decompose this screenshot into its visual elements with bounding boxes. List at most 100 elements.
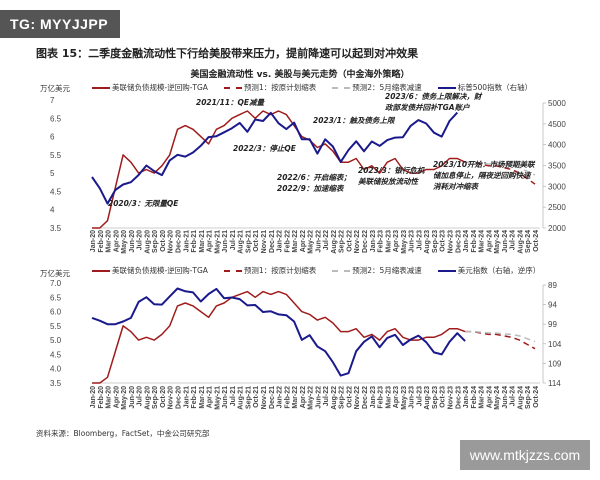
- bottom-legend: 美联储负债规模-逆回购-TGA 预测1：按原计划缩表 预测2：5月缩表减速 美元…: [92, 265, 540, 276]
- x-tick-label: Aug-24: [517, 230, 524, 254]
- x-tick-label: Mar-20: [106, 386, 113, 409]
- left-y-tick-label: 6.0: [50, 308, 62, 317]
- x-tick-label: Apr-21: [207, 386, 214, 408]
- x-tick-label: Jun-22: [315, 386, 322, 409]
- x-tick-label: Sep-23: [432, 386, 439, 409]
- annotation: 2023/1：触及债务上限: [313, 116, 395, 125]
- annotation: 储加息停止，隔夜逆回购快速: [433, 171, 531, 180]
- left-y-tick-label: 4.5: [50, 350, 62, 359]
- x-tick-label: Aug-23: [424, 386, 431, 410]
- legend-item: 预测1：按原计划缩表: [223, 265, 316, 276]
- legend-item: 预测1：按原计划缩表: [223, 82, 316, 93]
- x-tick-label: May-20: [121, 386, 128, 410]
- series-line-left-axis-2: [465, 161, 536, 176]
- series-line-right-axis-3: [91, 287, 466, 377]
- annotation: 美联储投放流动性: [358, 177, 418, 186]
- x-tick-label: Feb-23: [378, 230, 385, 253]
- x-tick-label: Aug-24: [517, 386, 524, 410]
- annotation: 2023/3：银行危机: [358, 166, 425, 175]
- x-tick-label: Jan-24: [463, 386, 470, 408]
- x-tick-label: Jan-22: [277, 386, 284, 408]
- x-tick-label: Apr-22: [300, 386, 307, 408]
- x-tick-label: May-22: [308, 386, 315, 410]
- x-tick-label: Feb-24: [471, 230, 478, 253]
- x-tick-label: Jun-24: [502, 386, 509, 409]
- x-tick-label: Sep-23: [432, 230, 439, 253]
- x-tick-label: Feb-23: [378, 386, 385, 409]
- x-tick-label: Oct-20: [160, 386, 167, 408]
- site-watermark: www.mtkjzzs.com: [460, 440, 590, 470]
- x-tick-label: Nov-21: [261, 386, 268, 409]
- annotation: 2022/6：开启缩表；: [277, 173, 351, 182]
- source-note: 资料来源：Bloomberg，FactSet，中金公司研究部: [36, 429, 210, 438]
- x-tick-label: Apr-20: [113, 386, 120, 408]
- x-tick-label: Mar-21: [199, 386, 206, 409]
- legend-item: 预测2：5月缩表减速: [332, 265, 422, 276]
- x-tick-label: Oct-23: [440, 386, 447, 408]
- x-tick-label: Apr-24: [486, 386, 493, 408]
- x-tick-label: Mar-21: [199, 230, 206, 253]
- x-tick-label: Aug-21: [238, 230, 245, 254]
- x-tick-label: Dec-20: [175, 386, 182, 409]
- x-tick-label: Jul-21: [230, 386, 237, 406]
- x-tick-label: Aug-20: [144, 230, 151, 254]
- x-tick-label: Dec-23: [455, 386, 462, 409]
- x-tick-label: Feb-20: [98, 230, 105, 253]
- x-tick-label: Mar-23: [385, 230, 392, 253]
- x-tick-label: Mar-22: [292, 230, 299, 253]
- x-tick-label: Dec-21: [269, 230, 276, 253]
- x-tick-label: Aug-22: [331, 386, 338, 410]
- left-y-tick-label: 5.5: [50, 322, 62, 331]
- x-tick-label: Apr-22: [300, 230, 307, 252]
- x-tick-label: Dec-20: [175, 230, 182, 253]
- x-tick-label: Nov-22: [354, 230, 361, 253]
- left-y-tick-label: 6: [50, 133, 55, 142]
- x-tick-label: Sep-24: [525, 386, 532, 409]
- x-tick-label: Aug-23: [424, 230, 431, 254]
- annotation: 2021/11：QE减量: [196, 98, 265, 107]
- right-y-tick-label: 2000: [548, 224, 566, 233]
- x-tick-label: May-21: [214, 386, 221, 410]
- left-y-tick-label: 4.0: [50, 365, 62, 374]
- series-line-left-axis-0: [92, 110, 466, 229]
- annotation: 2023/10开始：市场预期美联: [433, 160, 535, 169]
- x-tick-label: Sep-20: [152, 230, 159, 253]
- x-tick-label: Dec-22: [362, 230, 369, 253]
- annotation: 2022/9：加速缩表: [277, 184, 344, 193]
- left-y-tick-label: 7.0: [50, 279, 62, 288]
- x-tick-label: Dec-22: [362, 386, 369, 409]
- x-tick-label: Apr-23: [393, 386, 400, 408]
- x-tick-label: Sep-22: [339, 230, 346, 253]
- legend-item: 美元指数（右轴，逆序）: [437, 265, 540, 276]
- legend-item: 预测2：5月缩表减速: [332, 82, 422, 93]
- x-tick-label: Oct-20: [160, 230, 167, 252]
- x-tick-label: Apr-24: [486, 230, 493, 252]
- x-tick-label: Jul-22: [323, 386, 330, 406]
- x-tick-label: Nov-20: [168, 230, 175, 253]
- x-tick-label: Nov-22: [354, 386, 361, 409]
- x-tick-label: Jan-20: [90, 386, 97, 408]
- x-tick-label: May-20: [121, 230, 128, 254]
- right-y-tick-label: 2500: [548, 203, 566, 212]
- x-tick-label: Feb-21: [191, 230, 198, 253]
- x-tick-label: Jul-21: [230, 230, 237, 250]
- x-tick-label: Jul-22: [323, 230, 330, 250]
- x-tick-label: Jan-23: [370, 230, 377, 252]
- x-tick-label: Sep-21: [245, 386, 252, 409]
- right-y-tick-label: 99: [548, 320, 557, 329]
- x-tick-label: May-23: [401, 230, 408, 254]
- x-tick-label: Dec-23: [455, 230, 462, 253]
- x-tick-label: May-24: [494, 386, 501, 410]
- x-tick-label: Jul-20: [137, 230, 144, 250]
- annotation: 消耗对冲缩表: [433, 182, 478, 191]
- left-y-tick-label: 6.5: [50, 114, 62, 123]
- x-tick-label: May-21: [214, 230, 221, 254]
- annotation: 2023/6：债务上限解决，财: [385, 92, 482, 101]
- x-tick-label: Feb-24: [471, 386, 478, 409]
- x-tick-label: May-22: [308, 230, 315, 254]
- x-tick-label: Jun-23: [409, 230, 416, 253]
- watermark-badge: TG: MYYJJPP: [0, 10, 120, 38]
- left-y-tick-label: 5.0: [50, 336, 62, 345]
- x-tick-label: Oct-23: [440, 230, 447, 252]
